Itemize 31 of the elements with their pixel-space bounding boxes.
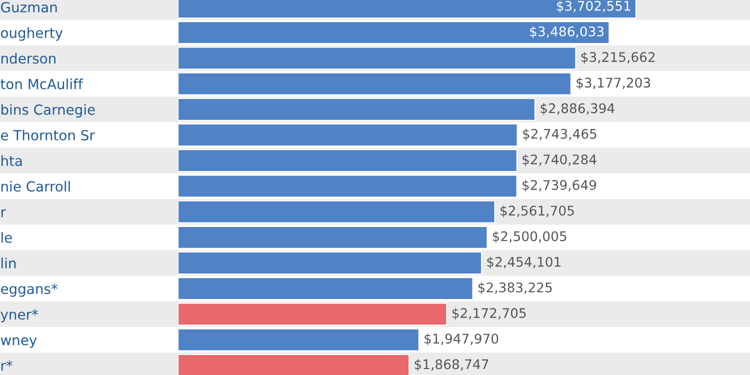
data-label: $3,215,662 [581, 52, 655, 64]
data-label: $2,383,225 [478, 282, 552, 294]
data-label: $2,561,705 [500, 205, 574, 218]
y-tick-label: le [2, 232, 12, 243]
y-tick-label: eggans* [0, 284, 58, 297]
data-label: $2,740,284 [522, 154, 596, 166]
y-tick-label: nie Carroll [1, 180, 70, 192]
data-label: $1,868,747 [414, 359, 488, 371]
data-label: $3,486,033 [530, 26, 604, 38]
data-label: $2,454,101 [487, 256, 560, 269]
y-tick-label: yner* [0, 309, 38, 322]
y-tick-label: hta [1, 155, 22, 166]
data-label: $2,500,005 [492, 231, 566, 243]
data-label: $2,739,649 [522, 180, 596, 192]
bar [178, 328, 420, 352]
y-tick-label: r* [1, 360, 12, 371]
data-label: $2,172,705 [452, 308, 526, 320]
y-tick-label: ton McAuliff [0, 78, 84, 90]
y-tick-label: lin [2, 258, 16, 268]
y-tick-label: r [1, 209, 6, 218]
data-label: $1,947,970 [424, 333, 498, 346]
y-tick-label: Guzman [1, 2, 57, 12]
y-tick-label: wney [0, 337, 37, 348]
data-label: $3,702,551 [556, 0, 630, 13]
y-tick-label: bins Carnegie [1, 104, 95, 118]
y-tick-label: e Thornton Sr [0, 130, 95, 140]
data-label: $3,177,203 [576, 77, 650, 90]
y-tick-label: nderson [1, 52, 56, 64]
data-label: $2,743,465 [523, 128, 596, 141]
y-tick-label: ougherty [0, 27, 63, 41]
data-label: $2,886,394 [540, 103, 614, 115]
